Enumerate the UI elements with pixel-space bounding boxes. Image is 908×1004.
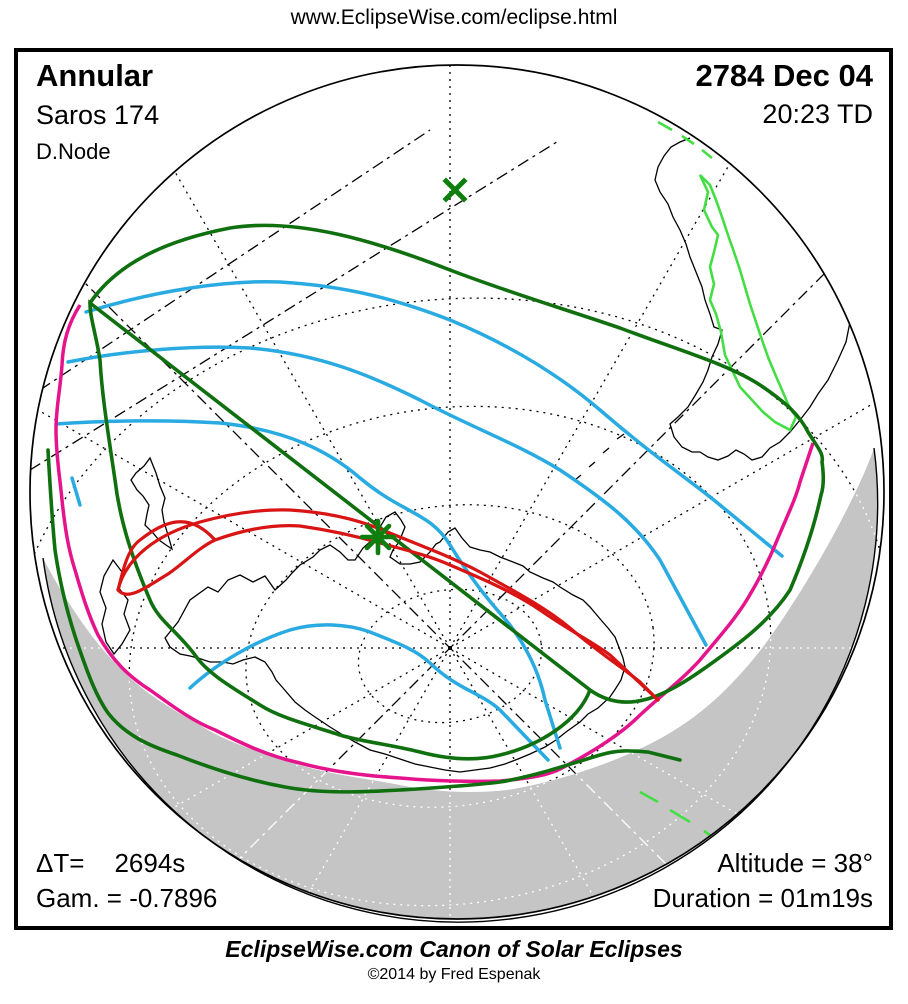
duration-label: Duration = 01m19s bbox=[652, 883, 873, 913]
land-highlight bbox=[639, 120, 798, 862]
eclipse-map bbox=[29, 64, 885, 923]
coast-antarctica bbox=[164, 511, 626, 773]
saros-label: Saros 174 bbox=[36, 100, 160, 130]
page-title-url: www.EclipseWise.com/eclipse.html bbox=[290, 6, 618, 29]
eclipse-type-label: Annular bbox=[36, 58, 154, 93]
rise-set-curve bbox=[54, 304, 815, 784]
night-shading bbox=[43, 448, 878, 919]
greatest-eclipse-asterisk-icon bbox=[359, 518, 397, 556]
footer-title: EclipseWise.com Canon of Solar Eclipses bbox=[225, 936, 683, 962]
footer-copyright: ©2014 by Fred Espenak bbox=[367, 966, 541, 983]
delta-t-value: 2694s bbox=[114, 848, 186, 878]
delta-t-row: ΔT= 2694s bbox=[36, 849, 185, 877]
map-frame: Annular Saros 174 D.Node 2784 Dec 04 20:… bbox=[14, 48, 893, 930]
eclipse-date-label: 2784 Dec 04 bbox=[695, 58, 873, 93]
eclipse-time-label: 20:23 TD bbox=[762, 99, 873, 129]
max-eclipse-curves bbox=[54, 280, 784, 762]
altitude-label: Altitude = 38° bbox=[717, 848, 873, 878]
penumbra-rim-arc bbox=[42, 447, 879, 923]
globe-rim bbox=[29, 64, 885, 920]
gamma-label: Gam. = -0.7896 bbox=[36, 883, 218, 913]
sub-solar-x-icon bbox=[442, 177, 468, 203]
globe-disc bbox=[30, 65, 884, 919]
node-label: D.Node bbox=[36, 139, 111, 164]
delta-t-label: ΔT= bbox=[36, 848, 85, 878]
penumbra-limits bbox=[46, 223, 826, 794]
